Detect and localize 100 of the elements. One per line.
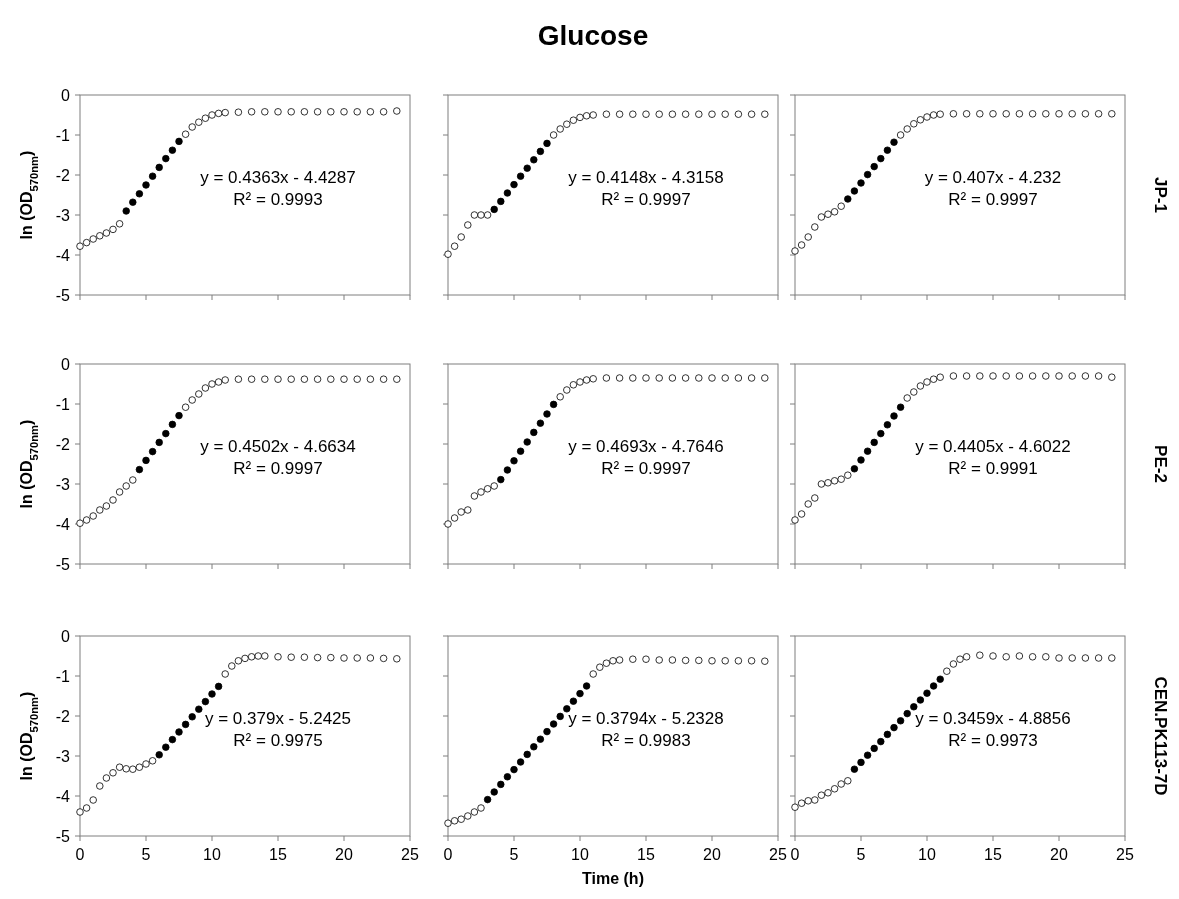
point (175, 728, 183, 736)
point (327, 108, 335, 116)
point (602, 374, 611, 382)
point (353, 375, 361, 383)
point (543, 727, 551, 736)
point (877, 154, 885, 163)
point (569, 697, 578, 705)
point (890, 723, 898, 732)
point (221, 376, 229, 384)
x-axis-title: Time (h) (582, 870, 644, 887)
y-tick-label: 0 (61, 86, 71, 104)
point (353, 654, 361, 662)
point (214, 682, 223, 691)
point (195, 390, 203, 398)
point (708, 657, 716, 665)
point (976, 651, 984, 659)
point (274, 108, 282, 116)
y-tick-label: -3 (55, 475, 71, 493)
point (1042, 653, 1050, 661)
point (668, 374, 677, 382)
x-tick-label: 0 (790, 846, 800, 863)
point (943, 667, 951, 675)
point (857, 456, 865, 464)
point (450, 514, 459, 522)
point (844, 471, 852, 479)
point (629, 374, 637, 382)
point (589, 375, 597, 383)
point (115, 763, 124, 771)
x-tick-label: 25 (769, 846, 787, 863)
point (142, 456, 150, 465)
point (122, 482, 130, 490)
point (811, 494, 819, 502)
point (817, 480, 826, 488)
y-tick-label: -5 (55, 827, 71, 845)
point (300, 108, 309, 116)
point (327, 375, 335, 383)
point (510, 457, 518, 465)
point (162, 429, 170, 438)
text: CEN.PK113-7D (1151, 676, 1170, 796)
point (877, 737, 885, 746)
point (734, 657, 743, 665)
point (340, 654, 348, 662)
annotation: R² = 0.9997 (948, 190, 1038, 209)
y-tick-label: -3 (55, 206, 71, 224)
point (523, 750, 531, 759)
point (804, 797, 812, 805)
point (824, 210, 832, 218)
y-tick-label: 0 (61, 627, 71, 645)
point (477, 211, 485, 219)
point (761, 110, 769, 118)
point (563, 705, 571, 713)
point (353, 108, 361, 116)
point (883, 730, 892, 739)
point (313, 653, 322, 662)
x-tick-label: 25 (401, 846, 419, 863)
point (188, 123, 196, 131)
point (761, 657, 769, 665)
point (850, 187, 859, 195)
point (1081, 372, 1090, 380)
point (530, 156, 538, 164)
point (497, 197, 505, 206)
point (811, 796, 819, 804)
point (135, 763, 144, 771)
annotation: R² = 0.9997 (233, 459, 323, 478)
point (274, 375, 282, 383)
point (989, 652, 997, 660)
point (490, 788, 498, 796)
point (516, 172, 525, 180)
point (910, 388, 918, 396)
annotation: R² = 0.9973 (948, 731, 1038, 750)
point (956, 655, 964, 663)
point (602, 659, 611, 667)
point (556, 125, 564, 133)
annotation: R² = 0.9991 (948, 459, 1038, 478)
point (615, 110, 624, 118)
point (804, 500, 812, 508)
point (609, 657, 617, 665)
point (936, 373, 944, 381)
point (464, 506, 472, 514)
y-tick-label: -5 (55, 555, 71, 573)
point (837, 780, 845, 788)
point (129, 198, 137, 206)
point (109, 496, 117, 504)
point (470, 492, 479, 500)
x-tick-label: 10 (918, 846, 936, 863)
point (444, 819, 452, 827)
point (837, 475, 845, 483)
annotation: y = 0.4148x - 4.3158 (568, 168, 724, 187)
point (148, 172, 157, 180)
annotation: y = 0.379x - 5.2425 (204, 709, 352, 728)
point (655, 656, 663, 664)
point (201, 697, 210, 706)
point (228, 662, 236, 670)
point (109, 769, 117, 777)
x-tick-label: 5 (856, 846, 866, 863)
point (721, 657, 729, 665)
x-tick-label: 25 (1116, 846, 1134, 863)
point (510, 180, 518, 189)
point (490, 205, 498, 214)
point (393, 375, 401, 383)
